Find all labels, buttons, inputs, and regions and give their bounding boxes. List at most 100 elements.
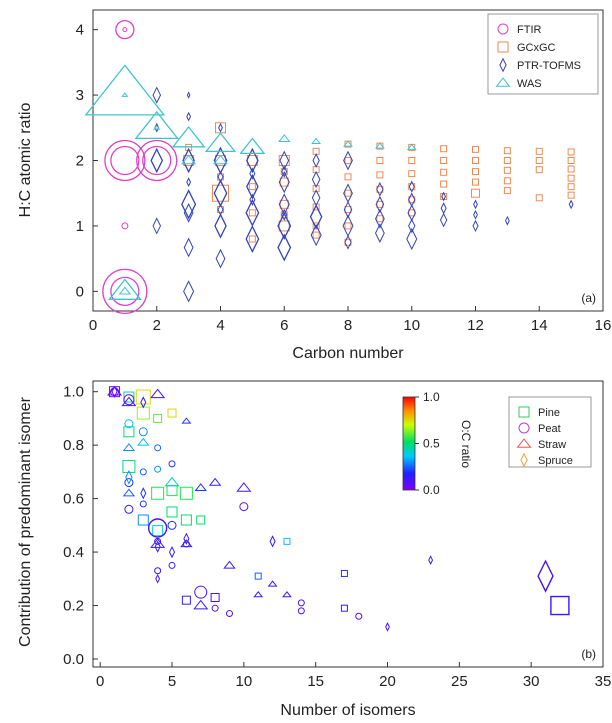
panel-b-y-tick-label: 0.8 <box>63 437 84 454</box>
panel-b-legend-straw-marker <box>516 438 532 448</box>
panel-a-was-point <box>204 132 237 153</box>
panel-a-y-tick-label: 0 <box>76 283 84 300</box>
panel-b-x-tick-label: 0 <box>96 673 104 690</box>
panel-a-was-point <box>406 143 417 150</box>
panel-b-spruce-point <box>168 545 176 559</box>
panel-b-spruce-point <box>183 532 190 545</box>
panel-a-was-point <box>311 137 322 145</box>
panel-b-peat-point <box>297 599 305 607</box>
panel-a-gcxgc-point <box>440 168 448 176</box>
panel-b-spruce-point <box>140 396 147 409</box>
panel-a-legend-box <box>487 13 599 95</box>
panel-b-y-tick-label: 0.0 <box>63 651 84 668</box>
panel-a-legend-ptr-tofms-label: PTR-TOFMS <box>517 60 581 72</box>
panel-b-straw-point <box>236 482 252 492</box>
panel-b-y-axis-label: Contribution of predominant isomer <box>17 396 34 647</box>
panel-b-x-tick-label: 5 <box>168 673 176 690</box>
panel-a-was-point <box>153 124 161 130</box>
panel-a-ptr-tofms-point <box>279 150 290 171</box>
panel-a-ptr-tofms-point <box>249 167 256 180</box>
colorbar-tick-label: 1.0 <box>423 390 440 404</box>
panel-a-legend-ftir-marker <box>497 23 509 35</box>
panel-a-marks <box>84 19 575 315</box>
panel-a-x-tick-label: 14 <box>531 317 548 334</box>
panel-a-ptr-tofms-point <box>186 177 192 187</box>
panel-b-peat-point <box>297 607 305 615</box>
panel-a-ptr-tofms-point <box>440 202 447 215</box>
panel-b-straw-point <box>253 591 264 598</box>
panel-a-ptr-tofms-point <box>183 280 195 303</box>
panel-a-x-axis-label: Carbon number <box>292 345 404 362</box>
panel-b-x-tick-label: 20 <box>379 673 396 690</box>
panel-a-gcxgc-point <box>376 215 384 223</box>
panel-b-straw-point <box>137 437 150 446</box>
panel-b-straw-point <box>122 488 136 497</box>
panel-a-gcxgc-point <box>567 174 575 182</box>
panel-a-ptr-tofms-point <box>344 234 352 250</box>
panel-b-x-tick-label: 25 <box>451 673 468 690</box>
panel-b-peat-point <box>139 468 147 476</box>
panel-a-y-axis-label: H:C atomic ratio <box>17 103 34 218</box>
panel-b-peat-point <box>154 444 162 452</box>
panel-b-pine-point <box>550 595 570 616</box>
panel-a-legend-ptr-tofms-marker <box>499 57 507 73</box>
panel-a-legend-ftir-label: FTIR <box>517 24 541 36</box>
panel-b-peat-point <box>124 419 134 429</box>
panel-b-pine-point <box>180 514 192 526</box>
panel-a-gcxgc-point <box>503 177 511 185</box>
panel-b-pine-point <box>122 460 136 474</box>
panel-a-gcxgc-point <box>535 166 543 174</box>
panel-b-pine-point <box>167 408 177 418</box>
panel-a-was-point <box>107 278 142 300</box>
panel-b-spruce-point <box>140 487 147 500</box>
panel-a-gcxgc-point <box>279 177 289 187</box>
panel-a-gcxgc-point <box>408 209 416 217</box>
panel-a-gcxgc-point <box>376 157 384 164</box>
panel-b-pine-point <box>151 486 165 500</box>
panel-a-gcxgc-point <box>212 184 229 202</box>
panel-a-x-tick-label: 8 <box>344 317 352 334</box>
panel-a-was-point <box>118 286 132 295</box>
panel-a-gcxgc-point <box>567 183 575 191</box>
panel-b-pine-point <box>166 485 178 497</box>
colorbar-gradient <box>402 396 416 491</box>
panel-a-ptr-tofms-point <box>186 91 191 99</box>
panel-a-ptr-tofms-point <box>154 122 160 133</box>
panel-b-straw-point <box>107 385 123 396</box>
panel-a-ptr-tofms-point <box>214 213 227 239</box>
panel-a-ptr-tofms-point <box>374 208 385 229</box>
panel-a-ftir-point <box>110 145 140 176</box>
panel-b-pine-point <box>340 604 348 612</box>
panel-a-gcxgc-point <box>344 189 352 197</box>
panel-a-gcxgc-point <box>472 157 479 164</box>
panel-a-ftir-point <box>115 19 135 40</box>
panel-a-gcxgc-point <box>408 170 416 178</box>
panel-a-gcxgc-point <box>535 157 543 164</box>
panel-a-gcxgc-point <box>312 203 320 211</box>
panel-b-peat-point <box>168 460 176 468</box>
panel-a-ptr-tofms-point <box>441 191 447 202</box>
panel-a-gcxgc-point <box>376 200 384 208</box>
panel-b-straw-point <box>282 591 292 598</box>
panel-a-ftir-point <box>102 268 148 315</box>
panel-b-peat-point <box>139 500 147 508</box>
panel-a-ptr-tofms-point <box>343 200 353 219</box>
panel-b-y-tick-label: 0.6 <box>63 491 84 508</box>
panel-b-pine-point <box>153 413 163 423</box>
panel-a-ptr-tofms-point <box>281 165 288 178</box>
panel-b-spruce-point <box>385 622 390 632</box>
panel-b-peat-point <box>154 465 162 473</box>
panel-a-ptr-tofms-point <box>312 153 320 168</box>
panel-b-straw-point <box>208 477 222 486</box>
colorbar-tick-label: 0.5 <box>423 437 440 451</box>
panel-a-gcxgc-point <box>408 157 416 164</box>
panel-b-legend-spruce-label: Spruce <box>538 455 573 467</box>
panel-b-straw-point <box>193 599 209 610</box>
panel-b-marks <box>107 385 570 632</box>
panel-b-legend-straw-label: Straw <box>538 439 566 451</box>
panel-a-y-tick-label: 3 <box>76 87 84 104</box>
panel-a-ptr-tofms-point <box>277 211 292 240</box>
panel-a-ptr-tofms-point <box>375 195 385 213</box>
panel-b-legend-peat-marker <box>518 422 530 434</box>
panel-a-gcxgc-point <box>503 166 511 174</box>
